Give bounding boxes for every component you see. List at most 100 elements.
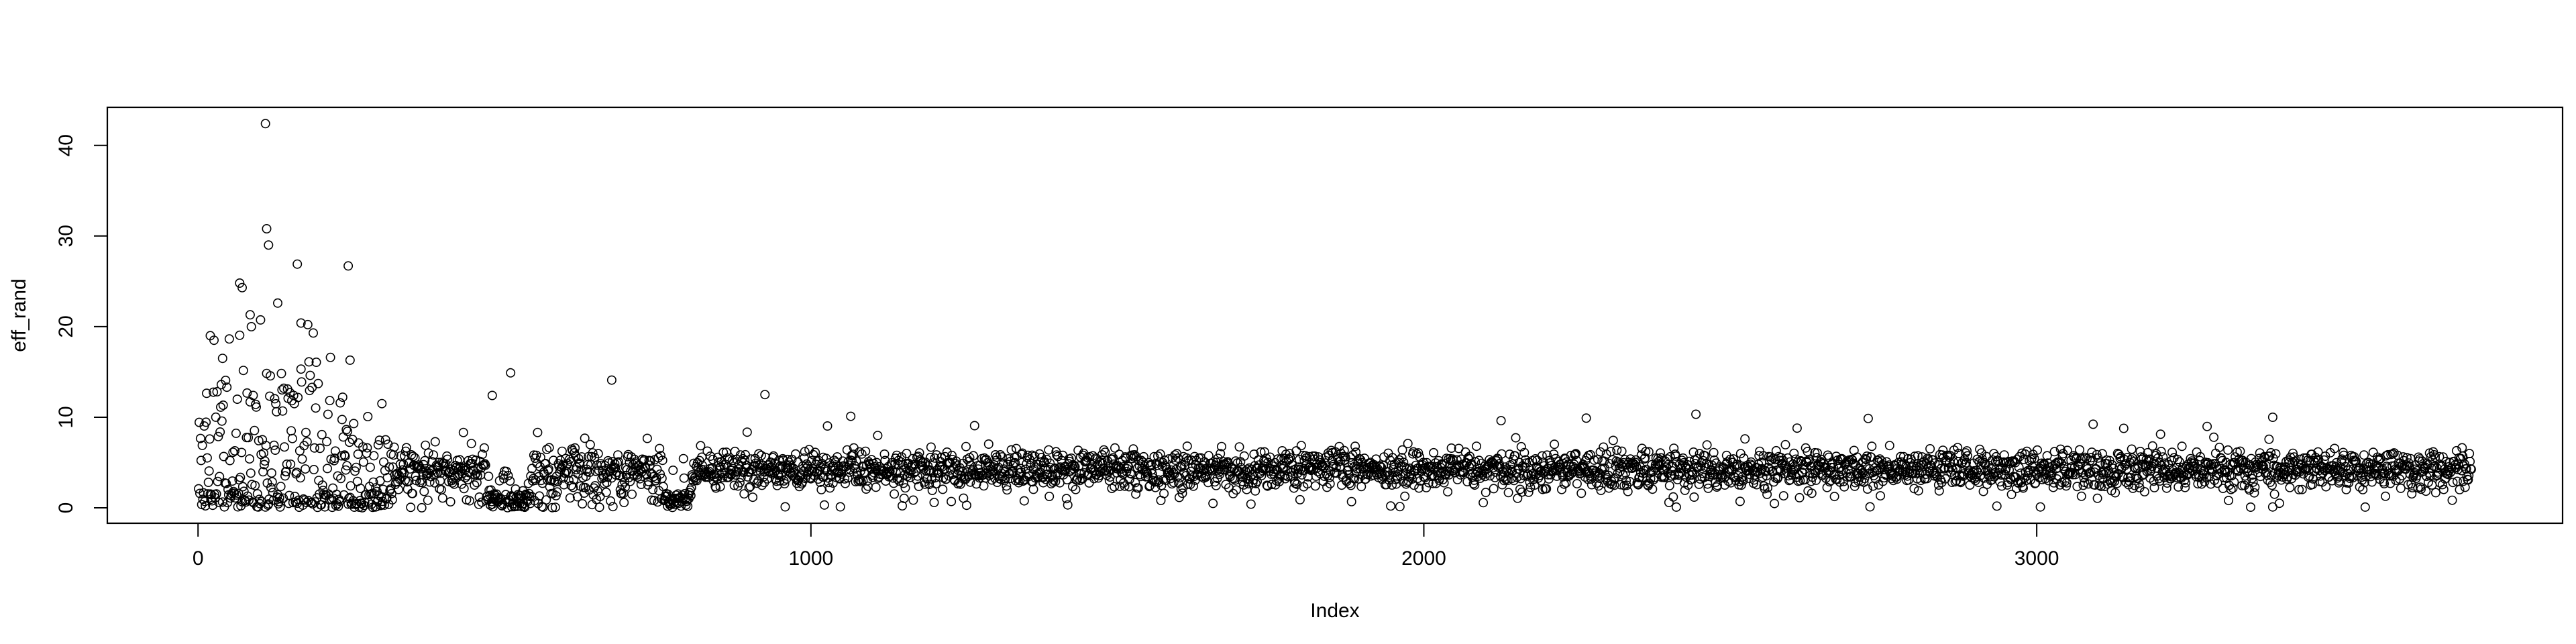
data-point [419,486,429,496]
data-point [420,455,430,466]
data-point [686,482,696,492]
data-point [810,447,820,458]
data-point [2022,446,2032,456]
data-point [252,489,262,499]
data-point [279,383,289,393]
data-point [295,473,305,483]
data-point [1516,441,1526,451]
data-point [1765,464,1775,474]
data-point [566,480,576,490]
data-point [241,433,252,443]
data-point [1962,446,1972,456]
data-point [902,448,912,458]
data-point [2313,447,2323,457]
data-point [287,433,297,443]
y-tick-label: 0 [55,502,77,514]
data-point [1641,447,1651,457]
data-point [557,446,567,456]
data-point [1884,441,1894,451]
data-point [2266,447,2276,458]
data-point [233,488,244,498]
data-point [601,487,611,497]
data-point [602,472,612,482]
data-point [1051,476,1061,486]
data-point [1170,450,1180,460]
data-point [742,427,752,437]
data-point [2246,502,2256,512]
data-point [1862,484,1872,494]
data-point [1259,447,1269,457]
data-point [2359,478,2369,488]
data-point [1897,460,1907,470]
data-point [1776,453,1786,463]
data-point [2110,488,2121,498]
data-point [1071,484,1081,494]
data-point [550,502,560,513]
data-point [2224,496,2234,506]
data-point [2080,452,2090,462]
data-point [217,416,227,426]
data-point [246,468,256,478]
data-point [1414,483,1424,493]
data-point [1621,476,1631,486]
data-point [218,400,228,410]
data-point [358,502,368,513]
data-point [961,500,971,511]
data-point [1576,488,1587,498]
data-point [2452,476,2462,486]
data-point [1131,489,1141,499]
data-point [1633,479,1643,489]
data-point [222,382,232,392]
data-point [969,421,979,431]
data-point [248,390,258,400]
data-point [846,411,856,421]
data-point [244,454,254,464]
data-point [1633,480,1644,490]
data-point [267,477,277,487]
data-point [471,455,481,466]
data-point [2155,429,2165,439]
data-point [1167,479,1177,489]
data-point [1862,451,1872,461]
data-point [547,502,557,513]
data-point [2048,482,2058,492]
data-point [229,488,239,498]
data-point [1208,498,1218,508]
data-point [329,453,339,464]
data-point [2269,489,2279,499]
data-point [652,464,662,474]
data-point [1609,480,1619,490]
data-point [1292,479,1302,489]
data-point [197,440,207,450]
data-point [417,478,427,488]
data-point [888,473,898,483]
data-point [2083,479,2093,489]
data-point [2003,478,2013,488]
data-point [1992,501,2002,511]
data-point [2096,458,2106,468]
data-point [966,460,976,470]
data-point [1612,445,1622,455]
data-point [2118,423,2129,433]
data-point [2147,441,2157,451]
data-point [896,457,906,467]
data-point [260,119,270,129]
data-point [333,501,343,511]
x-tick-label: 2000 [1401,547,1446,570]
data-point [449,479,460,489]
data-point [235,472,246,482]
data-point [1618,470,1628,480]
data-point [1909,484,1919,494]
data-point [244,433,254,443]
data-point [2437,480,2447,490]
data-point [463,474,473,484]
data-point [342,461,352,471]
data-point [356,483,366,493]
data-point [1623,486,1633,496]
data-point [344,437,354,447]
data-point [1867,441,1877,451]
y-tick-label: 40 [55,134,77,156]
data-point [2332,466,2342,476]
data-point [2173,455,2183,465]
